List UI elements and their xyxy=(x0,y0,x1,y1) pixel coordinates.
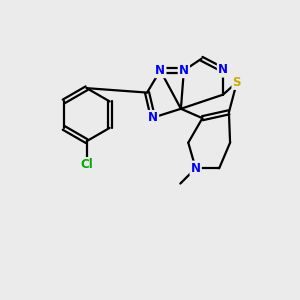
Text: N: N xyxy=(218,63,228,76)
Text: N: N xyxy=(155,64,165,77)
Text: N: N xyxy=(179,64,189,77)
Text: N: N xyxy=(148,111,158,124)
Text: N: N xyxy=(190,162,201,175)
Text: Cl: Cl xyxy=(80,158,93,171)
Text: S: S xyxy=(232,76,241,89)
